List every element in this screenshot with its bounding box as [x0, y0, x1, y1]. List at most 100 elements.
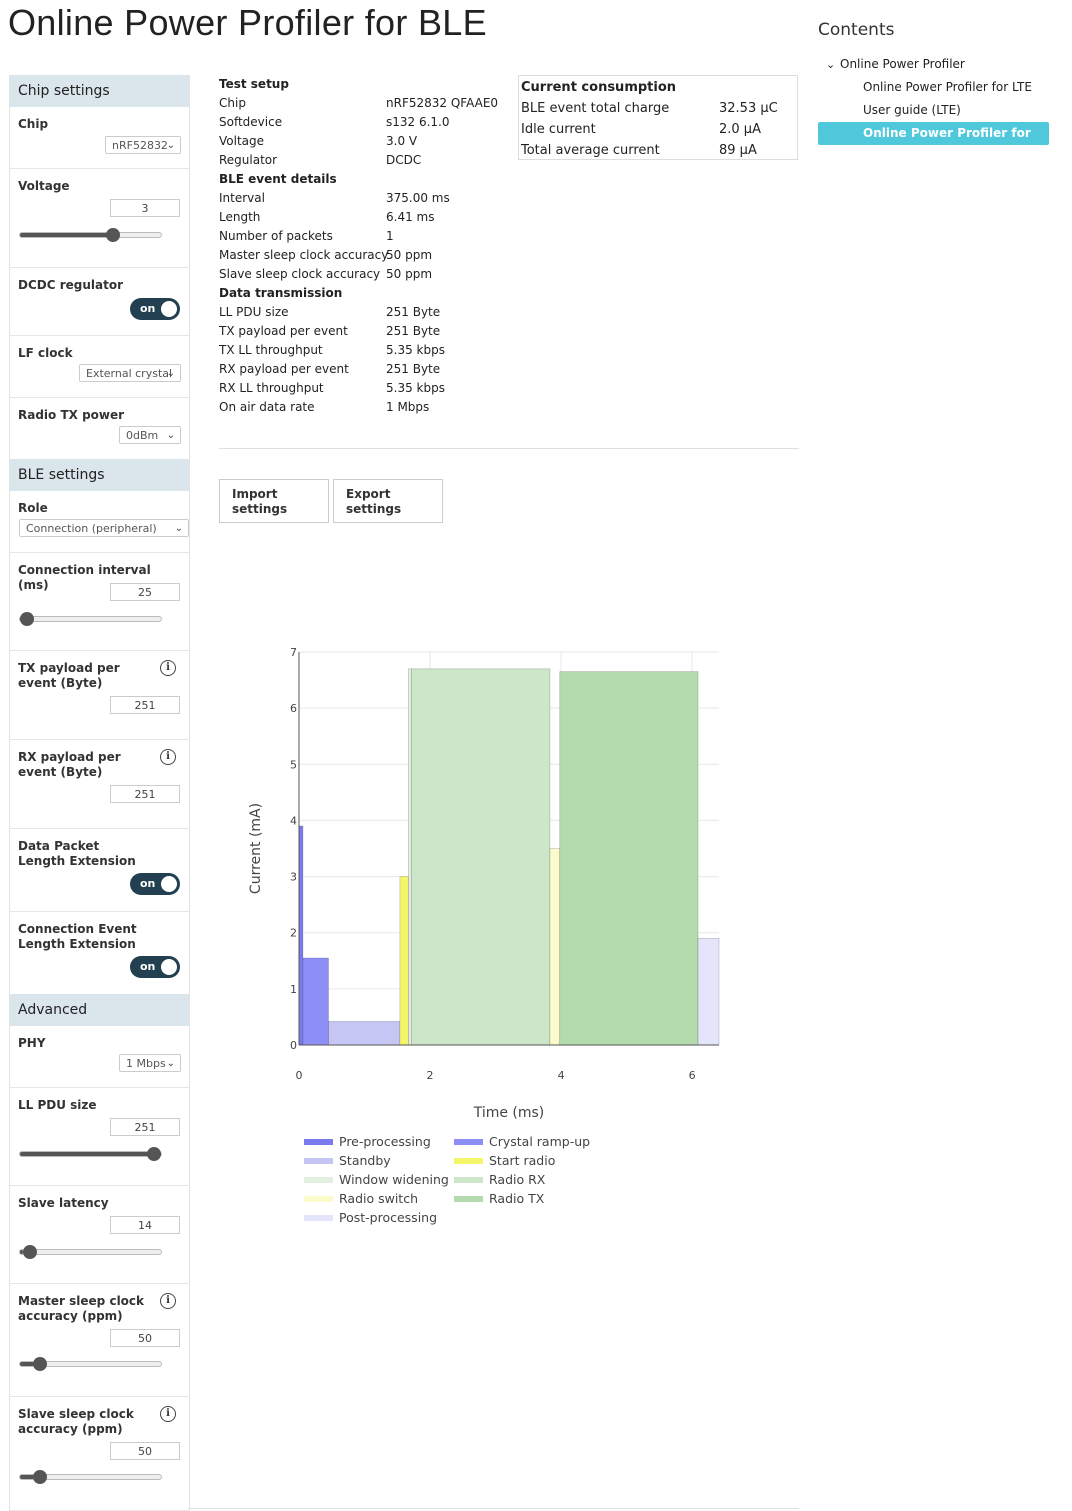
detail-value: 375.00 ms: [386, 191, 450, 205]
master-sca-slider-thumb[interactable]: [32, 1357, 47, 1371]
detail-label: Voltage: [219, 134, 265, 148]
ble-event-heading: BLE event details: [219, 172, 337, 186]
ll-pdu-field: LL PDU size 251: [10, 1088, 189, 1186]
toc-item-user-guide-lte[interactable]: User guide (LTE): [863, 103, 961, 117]
legend-swatch: [304, 1215, 333, 1221]
chart-bar-post-processing: [697, 938, 720, 1046]
slave-sca-input[interactable]: 50: [110, 1442, 180, 1460]
legend-swatch: [454, 1196, 483, 1202]
chart-bar-window-widening: [408, 668, 412, 1046]
detail-label: Number of packets: [219, 229, 333, 243]
master-sca-slider[interactable]: [19, 1357, 162, 1371]
import-settings-button[interactable]: Import settings: [219, 479, 329, 523]
phy-field: PHY 1 Mbps ⌄: [10, 1026, 189, 1088]
dcdc-toggle[interactable]: on: [130, 298, 180, 320]
consumption-label: Total average current: [521, 143, 660, 158]
info-icon[interactable]: i: [160, 660, 176, 676]
detail-value: 5.35 kbps: [386, 343, 445, 357]
toc-item-lte[interactable]: Online Power Profiler for LTE: [863, 80, 1032, 94]
slave-latency-input[interactable]: 14: [110, 1216, 180, 1234]
detail-value: 251 Byte: [386, 324, 441, 338]
dple-toggle[interactable]: on: [130, 873, 180, 895]
tx-payload-input[interactable]: 251: [110, 696, 180, 714]
tx-payload-field: TX payload per event (Byte) i 251: [10, 651, 189, 740]
master-sca-field: Master sleep clock accuracy (ppm) i 50: [10, 1284, 189, 1397]
voltage-input[interactable]: 3: [110, 199, 180, 217]
radio-tx-power-select[interactable]: 0dBm ⌄: [119, 426, 181, 444]
radio-tx-power-label: Radio TX power: [18, 408, 125, 422]
ll-pdu-slider[interactable]: [19, 1147, 162, 1161]
role-label: Role: [18, 501, 48, 515]
detail-label: Master sleep clock accuracy: [219, 248, 389, 262]
page-title: Online Power Profiler for BLE: [8, 2, 487, 43]
chevron-down-icon: ⌄: [166, 430, 175, 441]
ble-settings-heading[interactable]: BLE settings: [10, 459, 189, 491]
ll-pdu-input[interactable]: 251: [110, 1118, 180, 1136]
detail-label: LL PDU size: [219, 305, 289, 319]
role-select[interactable]: Connection (peripheral) ⌄: [19, 519, 189, 537]
voltage-field: Voltage 3: [10, 169, 189, 268]
connection-interval-field: Connection interval (ms) 25: [10, 553, 189, 651]
info-icon[interactable]: i: [160, 1406, 176, 1422]
info-icon[interactable]: i: [160, 1293, 176, 1309]
detail-value: 5.35 kbps: [386, 381, 445, 395]
voltage-slider[interactable]: [19, 228, 162, 242]
y-tick-label: 6: [290, 702, 297, 715]
consumption-value: 2.0 µA: [719, 122, 761, 137]
slave-latency-slider[interactable]: [19, 1245, 162, 1259]
legend-label: Standby: [339, 1153, 391, 1168]
toggle-knob: [161, 959, 177, 975]
detail-label: Chip: [219, 96, 246, 110]
slave-sca-slider-fill: [20, 1475, 35, 1479]
legend-label: Post-processing: [339, 1210, 437, 1225]
chart-bar-crystal-ramp-up: [302, 957, 329, 1046]
ll-pdu-slider-thumb[interactable]: [147, 1147, 161, 1161]
info-icon[interactable]: i: [160, 749, 176, 765]
detail-value: 6.41 ms: [386, 210, 435, 224]
detail-value: 251 Byte: [386, 362, 441, 376]
y-tick-label: 7: [290, 646, 297, 659]
slave-latency-slider-thumb[interactable]: [22, 1245, 37, 1259]
cele-toggle-label: on: [140, 960, 156, 973]
legend-label: Radio TX: [489, 1191, 545, 1206]
detail-value: 3.0 V: [386, 134, 418, 148]
detail-value: nRF52832 QFAAE0: [386, 96, 499, 110]
rx-payload-input[interactable]: 251: [110, 785, 180, 803]
connection-interval-slider[interactable]: [19, 612, 162, 626]
lf-clock-select[interactable]: External crystal ⌄: [79, 364, 181, 382]
detail-value: 1 Mbps: [386, 400, 430, 414]
chevron-down-icon: ⌄: [166, 368, 175, 379]
toc-item-online-power-profiler[interactable]: ⌄ Online Power Profiler: [826, 54, 965, 75]
connection-interval-input[interactable]: 25: [110, 583, 180, 601]
ll-pdu-slider-fill: [20, 1152, 161, 1156]
voltage-slider-thumb[interactable]: [106, 228, 121, 242]
x-axis-label: Time (ms): [473, 1105, 545, 1121]
advanced-heading[interactable]: Advanced: [10, 994, 189, 1026]
slave-sca-slider-thumb[interactable]: [32, 1470, 47, 1484]
detail-label: RX LL throughput: [219, 381, 324, 395]
chip-label: Chip: [18, 117, 49, 131]
toggle-knob: [161, 876, 177, 892]
chip-select[interactable]: nRF52832 ⌄: [105, 136, 181, 154]
slave-sca-slider[interactable]: [19, 1470, 162, 1484]
detail-label: Slave sleep clock accuracy: [219, 267, 381, 281]
dcdc-field: DCDC regulator on: [10, 268, 189, 336]
toc-item-label: Online Power Profiler: [840, 57, 965, 71]
chevron-down-icon: ⌄: [166, 140, 175, 151]
master-sca-input[interactable]: 50: [110, 1329, 180, 1347]
chart-bar-radio-tx: [559, 671, 699, 1046]
x-tick-label: 0: [296, 1069, 303, 1082]
toc-item-ble-active[interactable]: Online Power Profiler for BLE: [818, 122, 1049, 163]
current-consumption-box: Current consumption BLE event total char…: [518, 75, 798, 160]
cele-toggle[interactable]: on: [130, 956, 180, 978]
role-select-value: Connection (peripheral): [26, 522, 157, 535]
legend-swatch: [454, 1177, 483, 1183]
detail-value: 251 Byte: [386, 305, 441, 319]
connection-interval-slider-thumb[interactable]: [20, 612, 34, 626]
chip-settings-heading[interactable]: Chip settings: [10, 75, 189, 107]
slave-sca-label: Slave sleep clock accuracy (ppm): [18, 1407, 134, 1436]
detail-label: On air data rate: [219, 400, 315, 414]
export-settings-button[interactable]: Export settings: [333, 479, 443, 523]
y-tick-label: 4: [290, 814, 297, 827]
phy-select[interactable]: 1 Mbps ⌄: [119, 1054, 181, 1072]
